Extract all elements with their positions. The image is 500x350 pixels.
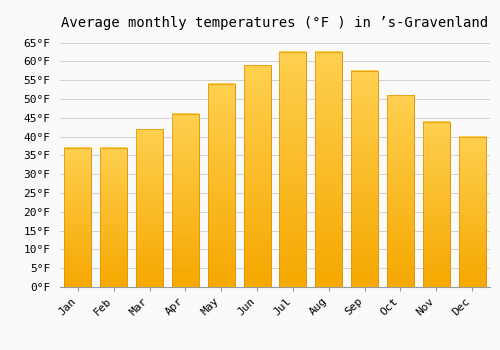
Bar — [136, 129, 163, 287]
Bar — [423, 121, 450, 287]
Bar — [280, 52, 306, 287]
Title: Average monthly temperatures (°F ) in ’s-Gravenland: Average monthly temperatures (°F ) in ’s… — [62, 16, 488, 30]
Bar — [244, 65, 270, 287]
Bar — [351, 71, 378, 287]
Bar — [387, 95, 414, 287]
Bar — [64, 148, 92, 287]
Bar — [208, 84, 234, 287]
Bar — [316, 52, 342, 287]
Bar — [172, 114, 199, 287]
Bar — [100, 148, 127, 287]
Bar — [458, 136, 485, 287]
